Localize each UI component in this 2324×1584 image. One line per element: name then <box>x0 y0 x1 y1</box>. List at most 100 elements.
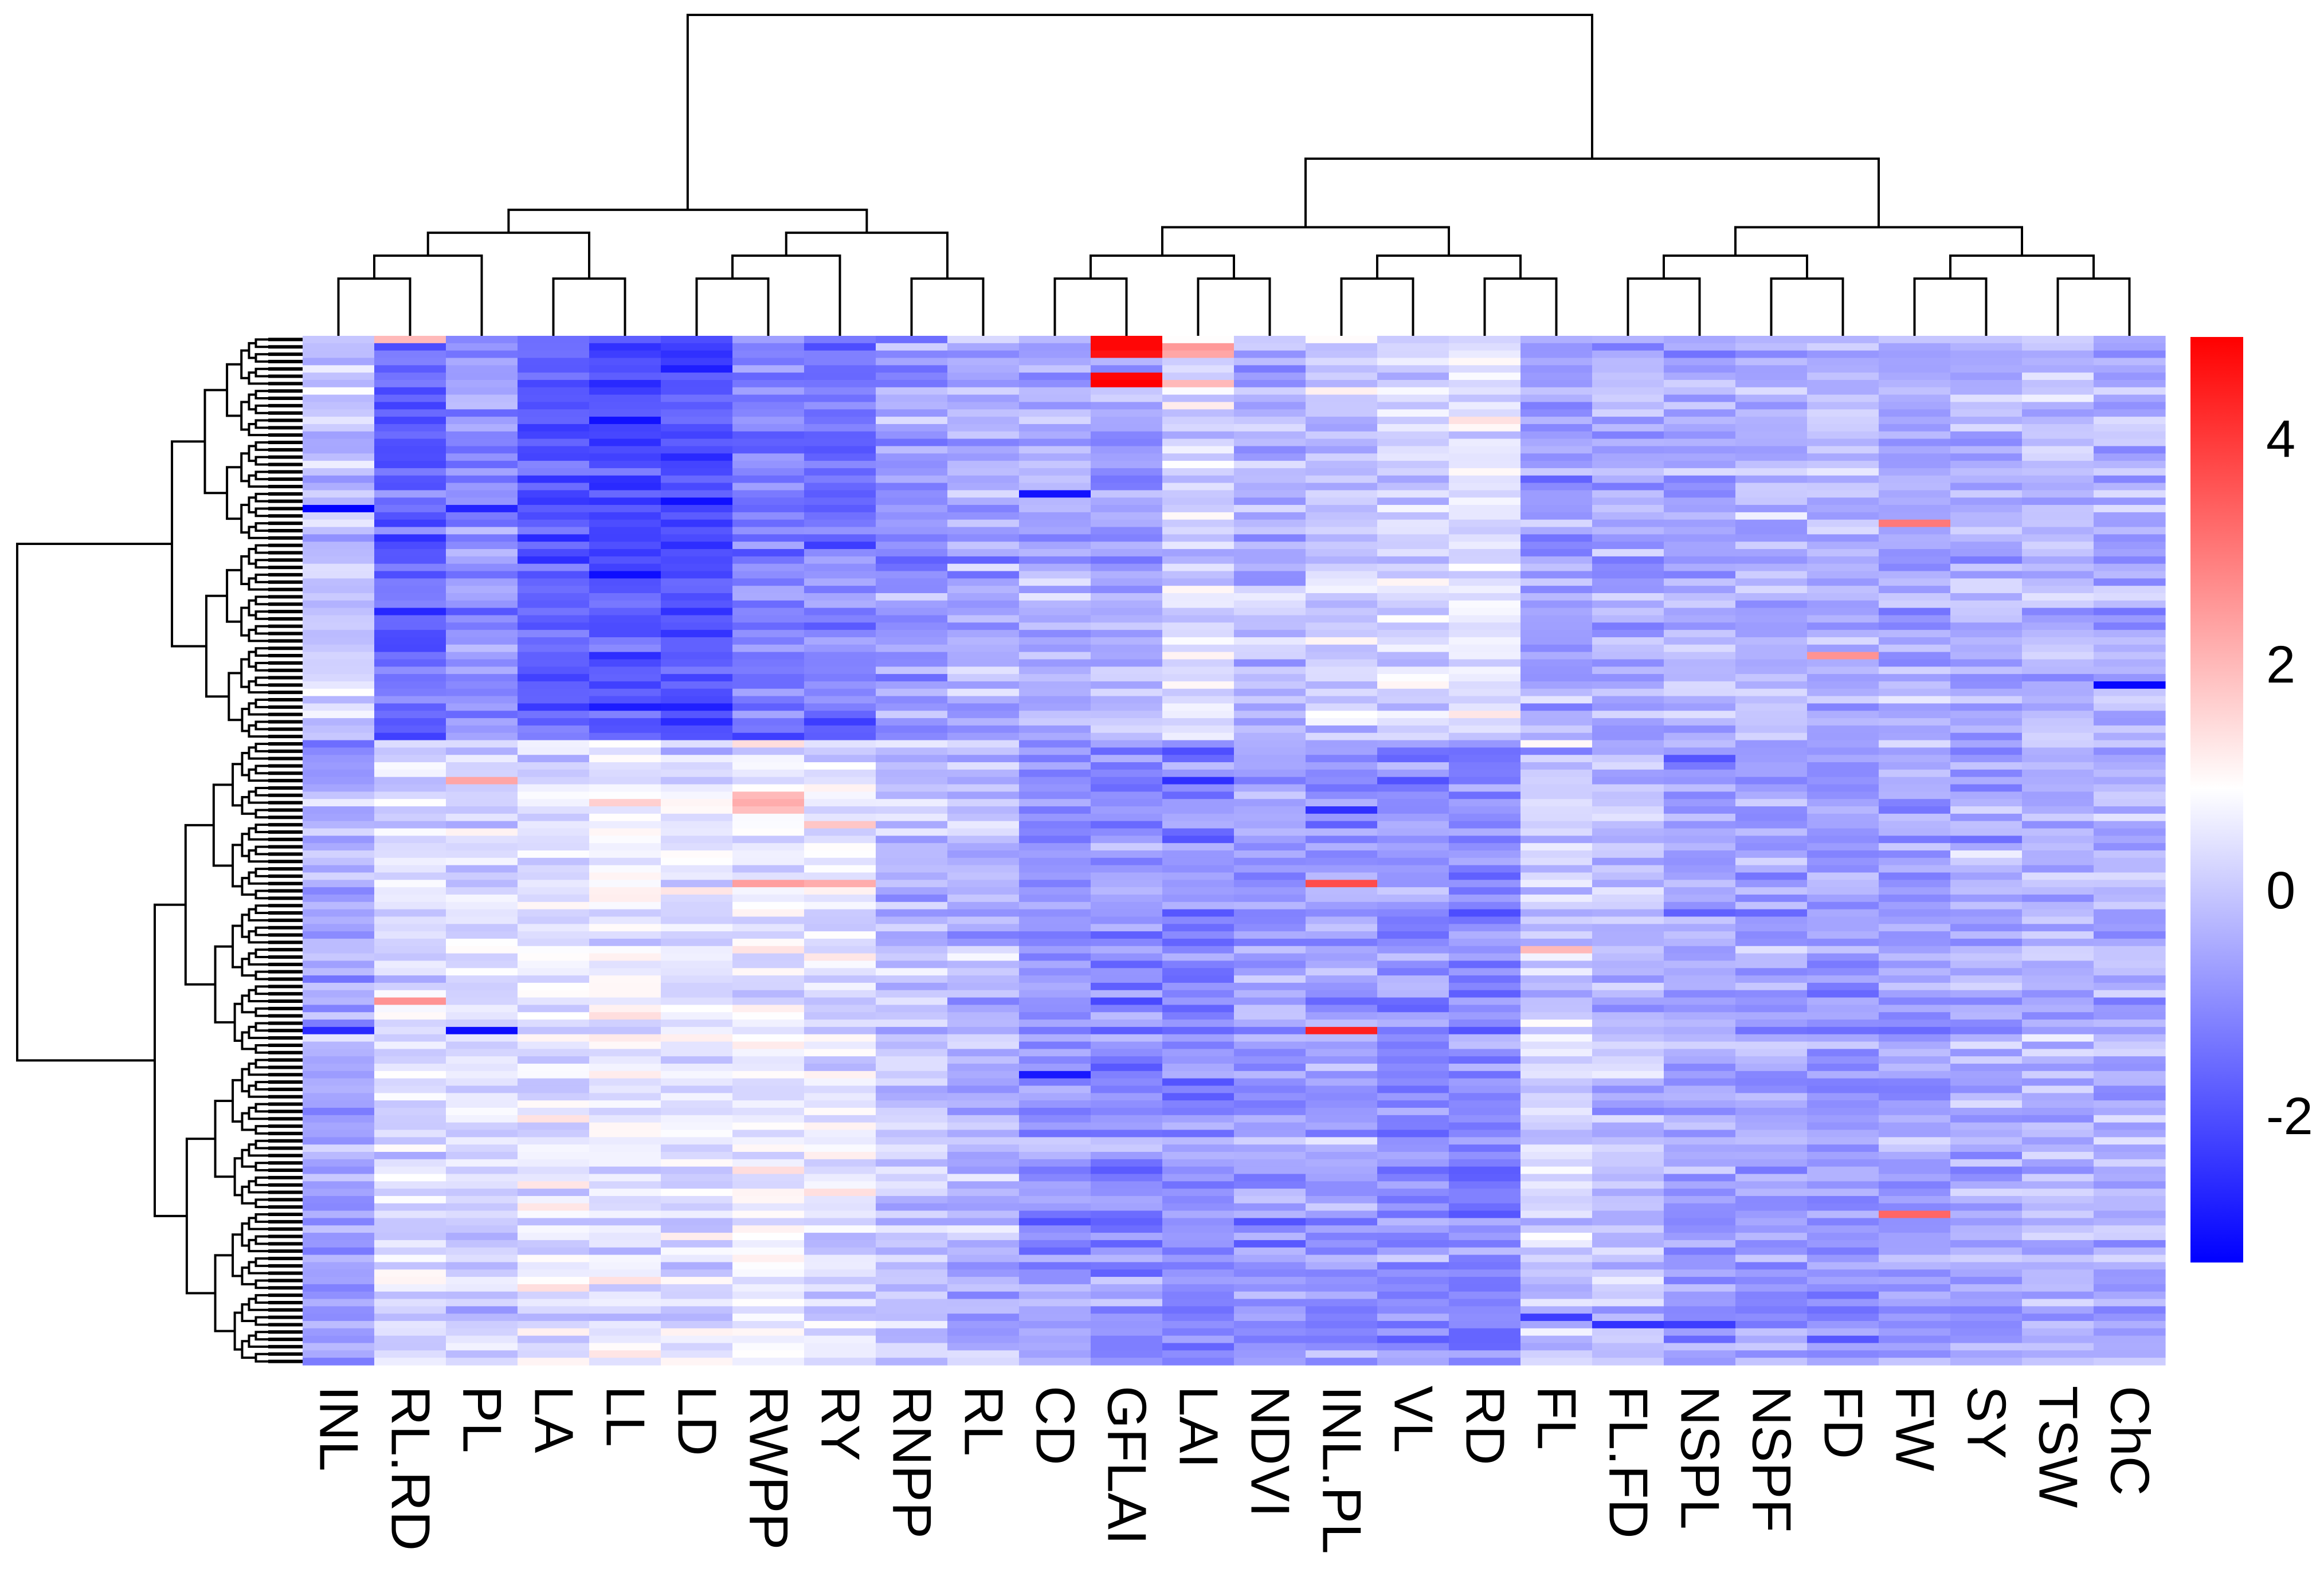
heatmap-cell <box>446 556 518 564</box>
heatmap-cell <box>732 527 805 535</box>
heatmap-cell <box>1879 373 1951 381</box>
heatmap-cell <box>303 880 375 888</box>
heatmap-cell <box>1950 1108 2023 1116</box>
heatmap-cell <box>589 350 661 359</box>
heatmap-cell <box>732 379 805 388</box>
heatmap-cell <box>947 578 1020 586</box>
heatmap-cell <box>1735 1240 1808 1248</box>
heatmap-cell <box>1377 1085 1449 1093</box>
heatmap-cell <box>1091 379 1163 388</box>
heatmap-cell <box>947 872 1020 880</box>
heatmap-cell <box>1234 755 1306 763</box>
heatmap-cell <box>303 622 375 630</box>
heatmap-cell <box>1592 578 1664 586</box>
heatmap-cell <box>1377 527 1449 535</box>
heatmap-cell <box>1879 431 1951 440</box>
heatmap-cell <box>876 1078 948 1087</box>
heatmap-cell <box>804 373 876 381</box>
heatmap-cell <box>1162 512 1234 520</box>
heatmap-cell <box>1377 740 1449 748</box>
heatmap-cell <box>1162 1034 1234 1042</box>
heatmap-cell <box>2022 1225 2094 1233</box>
heatmap-cell <box>1091 1189 1163 1197</box>
heatmap-cell <box>1879 659 1951 667</box>
heatmap-cell <box>2022 843 2094 851</box>
heatmap-cell <box>1735 1005 1808 1013</box>
heatmap-cell <box>1234 938 1306 947</box>
heatmap-cell <box>1234 747 1306 755</box>
heatmap-cell <box>518 1189 590 1197</box>
heatmap-cell <box>876 1210 948 1219</box>
heatmap-cell <box>1449 622 1521 630</box>
heatmap-cell <box>732 438 805 447</box>
heatmap-cell <box>2022 1064 2094 1072</box>
heatmap-cell <box>1091 1056 1163 1064</box>
heatmap-cell <box>1019 1137 1091 1145</box>
heatmap-cell <box>876 1071 948 1079</box>
heatmap-cell <box>303 1034 375 1042</box>
heatmap-cell <box>589 1078 661 1087</box>
heatmap-cell <box>1520 872 1593 880</box>
heatmap-cell <box>1950 711 2023 719</box>
heatmap-cell <box>518 483 590 491</box>
heatmap-cell <box>1162 1144 1234 1152</box>
heatmap-cell <box>1377 762 1449 770</box>
heatmap-cell <box>1019 1189 1091 1197</box>
heatmap-cell <box>1664 527 1736 535</box>
heatmap-cell <box>804 1225 876 1233</box>
heatmap-cell <box>1091 813 1163 822</box>
heatmap-cell <box>303 1225 375 1233</box>
heatmap-cell <box>2094 1247 2166 1256</box>
heatmap-cell <box>804 1159 876 1167</box>
heatmap-cell <box>446 1005 518 1013</box>
heatmap-cell <box>1520 1122 1593 1131</box>
heatmap-cell <box>1162 387 1234 395</box>
heatmap-cell <box>804 527 876 535</box>
heatmap-cell <box>1449 828 1521 836</box>
heatmap-cell <box>876 607 948 616</box>
heatmap-cell <box>1162 637 1234 645</box>
heatmap-cell <box>1592 747 1664 755</box>
heatmap-cell <box>518 674 590 682</box>
heatmap-cell <box>1664 1350 1736 1358</box>
heatmap-cell <box>804 630 876 638</box>
heatmap-cell <box>732 1284 805 1292</box>
heatmap-cell <box>1162 365 1234 373</box>
heatmap-cell <box>1234 519 1306 528</box>
heatmap-cell <box>1950 534 2023 542</box>
heatmap-grid <box>303 336 2166 1366</box>
heatmap-cell <box>1950 1122 2023 1131</box>
heatmap-cell <box>1234 894 1306 903</box>
heatmap-cell <box>876 431 948 440</box>
heatmap-cell <box>2094 1299 2166 1307</box>
heatmap-cell <box>2094 769 2166 778</box>
heatmap-cell <box>1664 924 1736 932</box>
heatmap-cell <box>1879 894 1951 903</box>
heatmap-cell <box>589 725 661 734</box>
heatmap-cell <box>374 1343 446 1351</box>
heatmap-cell <box>1234 1291 1306 1300</box>
heatmap-cell <box>804 887 876 895</box>
column-label: LL <box>595 1386 656 1447</box>
heatmap-cell <box>589 483 661 491</box>
heatmap-cell <box>1162 453 1234 461</box>
heatmap-cell <box>303 438 375 447</box>
heatmap-cell <box>661 901 733 910</box>
heatmap-cell <box>732 1130 805 1138</box>
heatmap-cell <box>2022 850 2094 858</box>
heatmap-cell <box>1664 1299 1736 1307</box>
heatmap-cell <box>1879 1078 1951 1087</box>
heatmap-cell <box>732 1115 805 1123</box>
heatmap-cell <box>1735 1321 1808 1329</box>
heatmap-cell <box>1520 571 1593 579</box>
heatmap-cell <box>1664 769 1736 778</box>
heatmap-cell <box>947 379 1020 388</box>
heatmap-cell <box>1807 982 1879 991</box>
heatmap-cell <box>446 836 518 844</box>
heatmap-cell <box>947 1314 1020 1322</box>
heatmap-cell <box>1091 1210 1163 1219</box>
heatmap-cell <box>1664 857 1736 866</box>
heatmap-cell <box>1162 1151 1234 1160</box>
heatmap-cell <box>1592 1122 1664 1131</box>
heatmap-cell <box>1592 1108 1664 1116</box>
